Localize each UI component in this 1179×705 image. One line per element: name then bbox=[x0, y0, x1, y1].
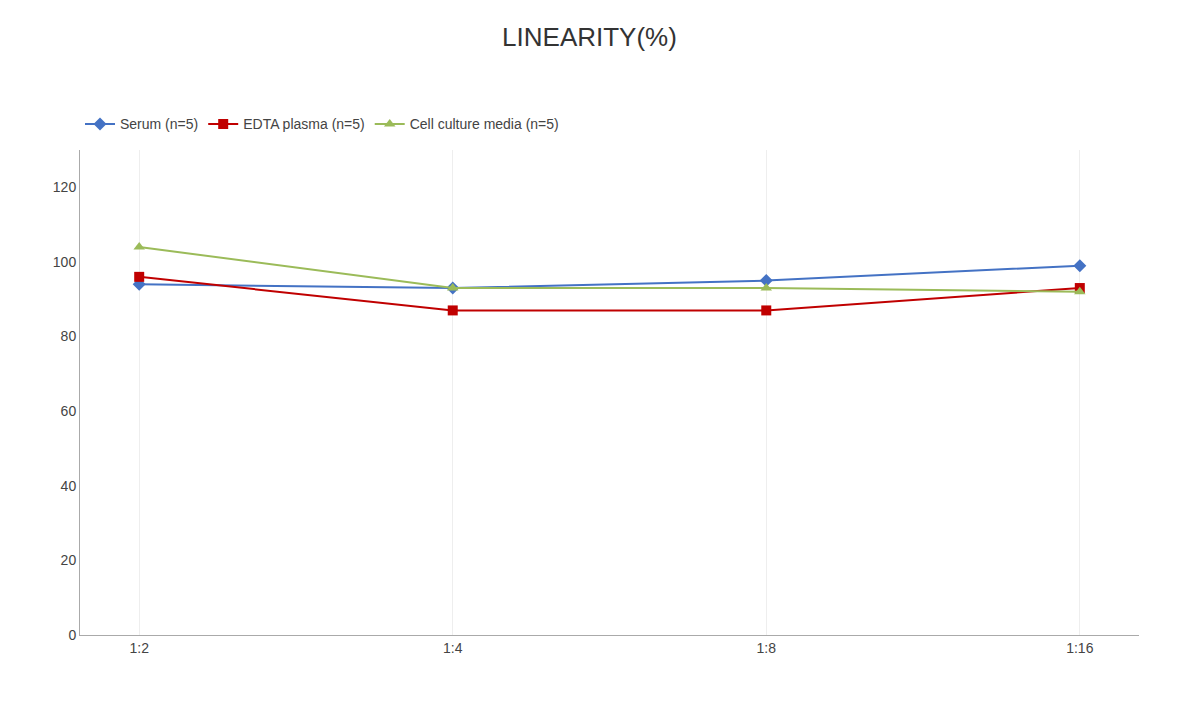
svg-text:20: 20 bbox=[61, 552, 77, 568]
svg-text:60: 60 bbox=[61, 403, 77, 419]
svg-text:0: 0 bbox=[68, 627, 76, 643]
svg-text:80: 80 bbox=[61, 328, 77, 344]
svg-text:1:8: 1:8 bbox=[757, 640, 777, 656]
svg-text:1:2: 1:2 bbox=[129, 640, 149, 656]
svg-text:Serum (n=5): Serum (n=5) bbox=[120, 116, 198, 132]
svg-text:100: 100 bbox=[53, 254, 77, 270]
svg-text:120: 120 bbox=[53, 179, 77, 195]
svg-text:EDTA plasma (n=5): EDTA plasma (n=5) bbox=[243, 116, 365, 132]
svg-text:40: 40 bbox=[61, 478, 77, 494]
svg-text:LINEARITY(%): LINEARITY(%) bbox=[502, 22, 677, 52]
svg-text:Cell culture media (n=5): Cell culture media (n=5) bbox=[410, 116, 559, 132]
svg-text:1:4: 1:4 bbox=[443, 640, 463, 656]
svg-text:1:16: 1:16 bbox=[1066, 640, 1093, 656]
